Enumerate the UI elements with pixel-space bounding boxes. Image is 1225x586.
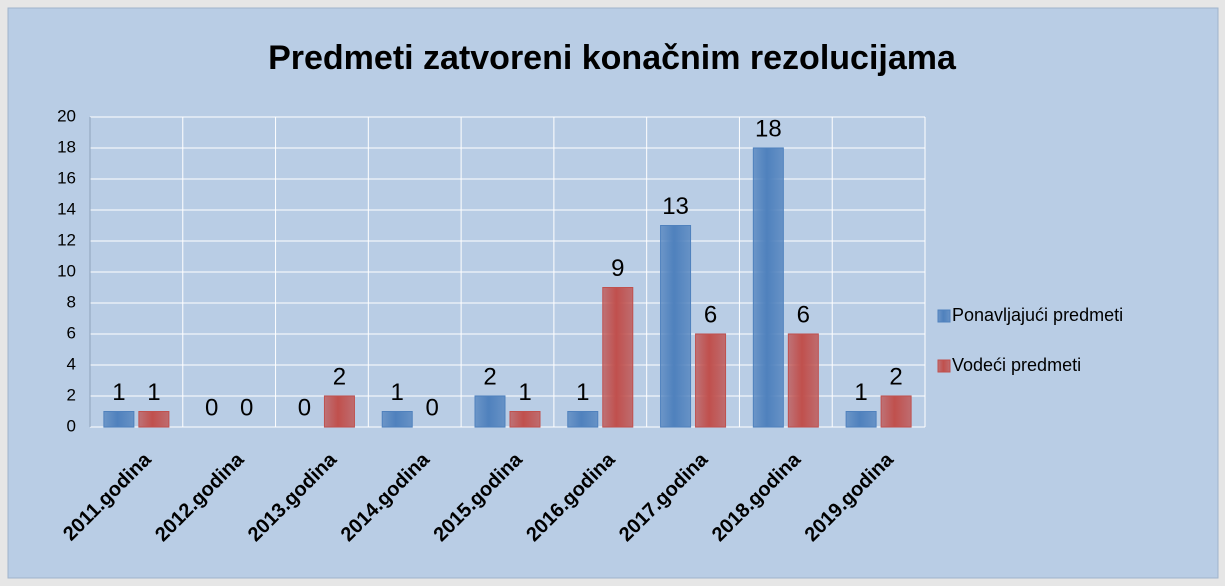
bar	[474, 395, 506, 428]
data-label: 1	[147, 379, 160, 406]
y-tick-label: 16	[57, 168, 76, 187]
data-label: 1	[854, 379, 867, 406]
data-label: 0	[240, 394, 253, 421]
data-label: 13	[662, 193, 689, 220]
bar	[138, 411, 170, 428]
bar	[103, 411, 135, 428]
bar	[880, 395, 912, 428]
y-tick-label: 4	[67, 354, 76, 373]
legend-marker	[937, 359, 951, 373]
data-label: 1	[576, 379, 589, 406]
y-tick-label: 6	[67, 323, 76, 342]
y-tick-label: 14	[57, 199, 76, 218]
bar	[323, 395, 355, 428]
data-label: 0	[298, 394, 311, 421]
data-label: 0	[426, 394, 439, 421]
data-label: 2	[333, 363, 346, 390]
y-tick-label: 18	[57, 137, 76, 156]
bar	[381, 411, 413, 428]
y-tick-label: 2	[67, 385, 76, 404]
data-label: 1	[518, 379, 531, 406]
bar	[660, 225, 692, 428]
bar	[567, 411, 599, 428]
y-tick-label: 20	[57, 106, 76, 125]
bar	[509, 411, 541, 428]
data-label: 6	[797, 301, 810, 328]
data-label: 9	[611, 255, 624, 282]
legend-label: Vodeći predmeti	[952, 355, 1081, 375]
chart-title: Predmeti zatvoreni konačnim rezolucijama	[268, 39, 957, 77]
data-label: 0	[205, 394, 218, 421]
bar	[787, 333, 819, 428]
bar	[602, 287, 634, 428]
data-label: 6	[704, 301, 717, 328]
data-label: 2	[889, 363, 902, 390]
y-tick-label: 12	[57, 230, 76, 249]
y-tick-label: 0	[67, 416, 76, 435]
legend-marker	[937, 309, 951, 323]
data-label: 18	[755, 115, 782, 142]
bar	[845, 411, 877, 428]
data-label: 1	[391, 379, 404, 406]
bar	[695, 333, 727, 428]
data-label: 2	[483, 363, 496, 390]
bar	[752, 147, 784, 428]
y-tick-label: 10	[57, 261, 76, 280]
data-label: 1	[112, 379, 125, 406]
legend-label: Ponavljajući predmeti	[952, 305, 1123, 325]
y-tick-label: 8	[67, 292, 76, 311]
